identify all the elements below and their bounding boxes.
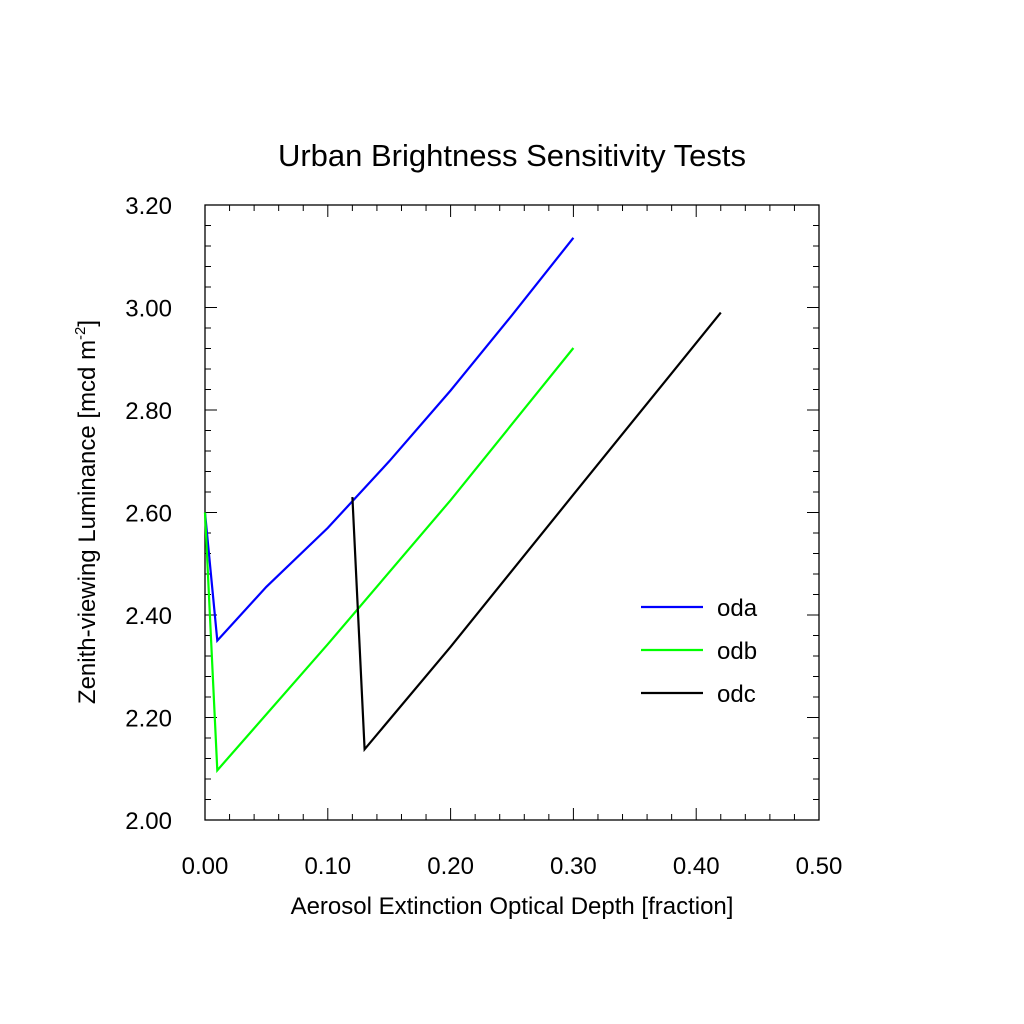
y-axis-label-main: Zenith-viewing Luminance [mcd m	[74, 340, 101, 704]
tick-marks	[204, 204, 820, 821]
y-tick-label: 2.80	[125, 398, 172, 425]
x-axis-label: Aerosol Extinction Optical Depth [fracti…	[291, 893, 734, 920]
y-tick-label: 2.40	[125, 603, 172, 630]
y-axis-label-end: ]	[74, 320, 101, 327]
y-tick-label: 2.20	[125, 706, 172, 733]
y-tick-label: 2.00	[125, 808, 172, 835]
y-tick-label: 3.00	[125, 296, 172, 323]
x-tick-label: 0.30	[550, 853, 597, 880]
series-lines	[203, 237, 722, 774]
y-tick-labels: 2.00 2.20 2.40 2.60 2.80 3.00 3.20	[125, 193, 172, 835]
x-tick-label: 0.50	[796, 853, 843, 880]
series-line-odc	[351, 311, 722, 753]
legend: oda odb odc	[641, 595, 758, 708]
plot-frame	[204, 204, 820, 821]
plot-border	[204, 204, 820, 821]
legend-label-odc: odc	[717, 681, 756, 708]
series-line-odb	[203, 347, 575, 774]
y-axis-label-superscript: -2	[72, 327, 89, 340]
x-tick-labels: 0.00 0.10 0.20 0.30 0.40 0.50	[182, 853, 843, 880]
x-tick-label: 0.40	[673, 853, 720, 880]
y-tick-label: 2.60	[125, 501, 172, 528]
series-line-oda	[203, 237, 575, 644]
y-tick-label: 3.20	[125, 193, 172, 220]
y-axis-label: Zenith-viewing Luminance [mcd m-2]	[72, 320, 101, 704]
legend-label-odb: odb	[717, 638, 757, 665]
x-tick-label: 0.00	[182, 853, 229, 880]
legend-label-oda: oda	[717, 595, 758, 622]
x-tick-label: 0.10	[304, 853, 351, 880]
chart-title: Urban Brightness Sensitivity Tests	[278, 138, 746, 173]
x-tick-label: 0.20	[427, 853, 474, 880]
